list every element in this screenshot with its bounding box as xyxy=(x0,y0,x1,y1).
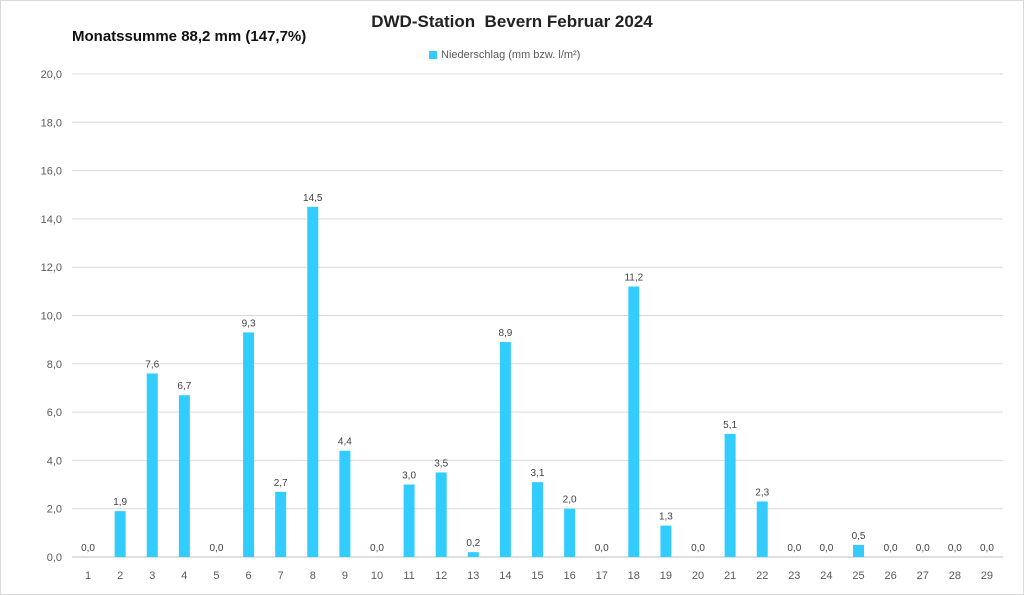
data-label: 5,1 xyxy=(723,420,737,431)
data-label: 0,0 xyxy=(370,543,384,554)
bar xyxy=(660,525,672,557)
bar xyxy=(403,484,415,557)
bar xyxy=(243,332,255,557)
x-tick-label: 14 xyxy=(499,570,511,582)
x-tick-label: 15 xyxy=(531,570,543,582)
data-label: 0,0 xyxy=(81,543,95,554)
data-label: 0,0 xyxy=(884,543,898,554)
monthly-sum-label: Monatssumme 88,2 mm (147,7%) xyxy=(72,28,307,45)
data-label: 8,9 xyxy=(498,328,512,339)
x-tick-label: 9 xyxy=(342,570,348,582)
chart-title: DWD-Station Bevern Februar 2024 xyxy=(371,12,653,31)
y-tick-label: 0,0 xyxy=(47,552,62,564)
x-tick-label: 5 xyxy=(213,570,219,582)
x-tick-label: 11 xyxy=(403,570,414,582)
bar xyxy=(275,491,287,557)
x-tick-label: 7 xyxy=(278,570,284,582)
y-tick-label: 20,0 xyxy=(41,69,62,81)
data-label: 0,0 xyxy=(819,543,833,554)
x-tick-label: 22 xyxy=(756,570,768,582)
x-tick-label: 25 xyxy=(852,570,864,582)
bar xyxy=(114,511,126,557)
data-label: 7,6 xyxy=(145,359,159,370)
x-tick-label: 18 xyxy=(628,570,640,582)
bar xyxy=(756,501,768,557)
x-tick-label: 10 xyxy=(371,570,383,582)
x-tick-label: 3 xyxy=(149,570,155,582)
y-tick-label: 14,0 xyxy=(41,214,62,226)
data-label: 14,5 xyxy=(303,193,323,204)
x-tick-label: 13 xyxy=(467,570,479,582)
legend: Niederschlag (mm bzw. l/m²) xyxy=(429,48,580,62)
data-label: 3,1 xyxy=(531,468,545,479)
legend-swatch xyxy=(429,51,437,59)
x-tick-label: 23 xyxy=(788,570,800,582)
data-label: 0,0 xyxy=(595,543,609,554)
bar xyxy=(628,286,640,557)
data-label: 3,0 xyxy=(402,471,416,482)
bar xyxy=(178,395,190,557)
x-tick-label: 26 xyxy=(885,570,897,582)
y-tick-label: 18,0 xyxy=(41,117,62,129)
bar xyxy=(724,433,736,557)
y-tick-label: 12,0 xyxy=(41,262,62,274)
y-tick-label: 8,0 xyxy=(47,359,62,371)
y-tick-label: 4,0 xyxy=(47,455,62,467)
data-label: 3,5 xyxy=(434,458,448,469)
data-label: 0,0 xyxy=(916,543,930,554)
data-label: 2,3 xyxy=(755,487,769,498)
x-tick-label: 1 xyxy=(85,570,91,582)
x-tick-label: 4 xyxy=(181,570,187,582)
x-tick-label: 6 xyxy=(246,570,252,582)
bar xyxy=(339,450,351,557)
bar xyxy=(564,508,576,557)
y-tick-label: 6,0 xyxy=(47,407,62,419)
x-tick-label: 16 xyxy=(563,570,575,582)
y-tick-label: 2,0 xyxy=(47,504,62,516)
legend-label: Niederschlag (mm bzw. l/m²) xyxy=(441,49,581,61)
x-tick-label: 20 xyxy=(692,570,704,582)
x-tick-label: 29 xyxy=(981,570,993,582)
data-label: 1,9 xyxy=(113,497,127,508)
y-tick-label: 16,0 xyxy=(41,166,62,178)
bar xyxy=(499,342,511,557)
x-tick-label: 21 xyxy=(724,570,736,582)
data-label: 0,0 xyxy=(948,543,962,554)
data-label: 2,7 xyxy=(274,478,288,489)
data-label: 6,7 xyxy=(177,381,191,392)
data-label: 0,5 xyxy=(852,531,866,542)
bar xyxy=(307,206,319,557)
bar xyxy=(435,472,447,557)
data-label: 0,0 xyxy=(980,543,994,554)
data-label: 2,0 xyxy=(563,495,577,506)
bar xyxy=(532,482,543,557)
x-tick-label: 28 xyxy=(949,570,961,582)
data-label: 0,2 xyxy=(466,538,480,549)
data-label: 0,0 xyxy=(787,543,801,554)
x-tick-label: 12 xyxy=(435,570,447,582)
data-label: 0,0 xyxy=(691,543,705,554)
bar xyxy=(467,552,479,557)
x-tick-label: 2 xyxy=(117,570,123,582)
x-tick-label: 17 xyxy=(596,570,608,582)
data-label: 0,0 xyxy=(210,543,224,554)
bar xyxy=(146,373,158,557)
data-label: 4,4 xyxy=(338,437,352,448)
x-tick-label: 24 xyxy=(820,570,832,582)
data-label: 1,3 xyxy=(659,512,673,523)
x-tick-label: 19 xyxy=(660,570,672,582)
x-tick-label: 8 xyxy=(310,570,316,582)
x-tick-label: 27 xyxy=(917,570,929,582)
data-label: 9,3 xyxy=(242,318,256,329)
y-tick-label: 10,0 xyxy=(41,311,62,323)
bar xyxy=(853,544,865,557)
data-label: 11,2 xyxy=(624,273,643,284)
